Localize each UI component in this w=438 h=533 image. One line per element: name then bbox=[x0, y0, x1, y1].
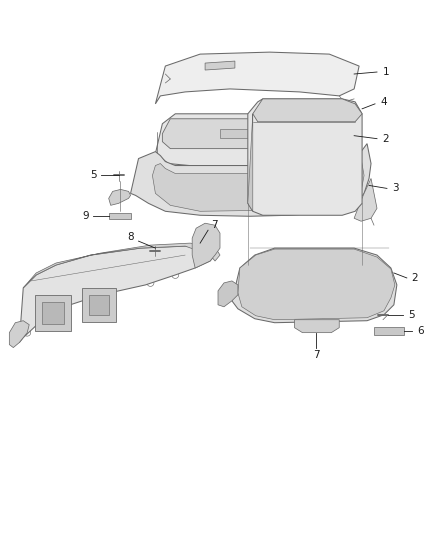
Polygon shape bbox=[294, 320, 339, 333]
Polygon shape bbox=[152, 158, 364, 211]
Text: 8: 8 bbox=[127, 232, 134, 242]
Polygon shape bbox=[23, 243, 220, 288]
Polygon shape bbox=[109, 213, 131, 219]
Text: 9: 9 bbox=[82, 211, 89, 221]
Polygon shape bbox=[374, 327, 404, 335]
Text: 4: 4 bbox=[381, 97, 387, 107]
Polygon shape bbox=[131, 144, 371, 216]
Polygon shape bbox=[109, 189, 131, 205]
Text: 5: 5 bbox=[409, 310, 415, 320]
Text: 7: 7 bbox=[313, 350, 320, 360]
Polygon shape bbox=[35, 295, 71, 330]
Polygon shape bbox=[155, 114, 357, 168]
Polygon shape bbox=[218, 281, 238, 307]
Text: 6: 6 bbox=[417, 326, 424, 336]
Polygon shape bbox=[155, 52, 359, 104]
Polygon shape bbox=[162, 119, 349, 149]
Polygon shape bbox=[248, 114, 253, 211]
Polygon shape bbox=[82, 288, 116, 322]
Text: 3: 3 bbox=[392, 183, 399, 193]
Text: 5: 5 bbox=[91, 171, 97, 181]
Text: 7: 7 bbox=[211, 220, 217, 230]
Polygon shape bbox=[248, 99, 362, 215]
Text: 2: 2 bbox=[411, 273, 418, 283]
Polygon shape bbox=[354, 179, 377, 221]
Polygon shape bbox=[205, 61, 235, 70]
Polygon shape bbox=[220, 129, 290, 138]
Polygon shape bbox=[19, 246, 215, 343]
Text: 1: 1 bbox=[383, 67, 389, 77]
Polygon shape bbox=[192, 223, 220, 268]
Polygon shape bbox=[89, 295, 109, 315]
Polygon shape bbox=[253, 99, 362, 122]
Text: 2: 2 bbox=[383, 134, 389, 144]
Polygon shape bbox=[42, 302, 64, 324]
Polygon shape bbox=[238, 249, 395, 320]
Polygon shape bbox=[232, 248, 397, 322]
Polygon shape bbox=[9, 321, 29, 348]
